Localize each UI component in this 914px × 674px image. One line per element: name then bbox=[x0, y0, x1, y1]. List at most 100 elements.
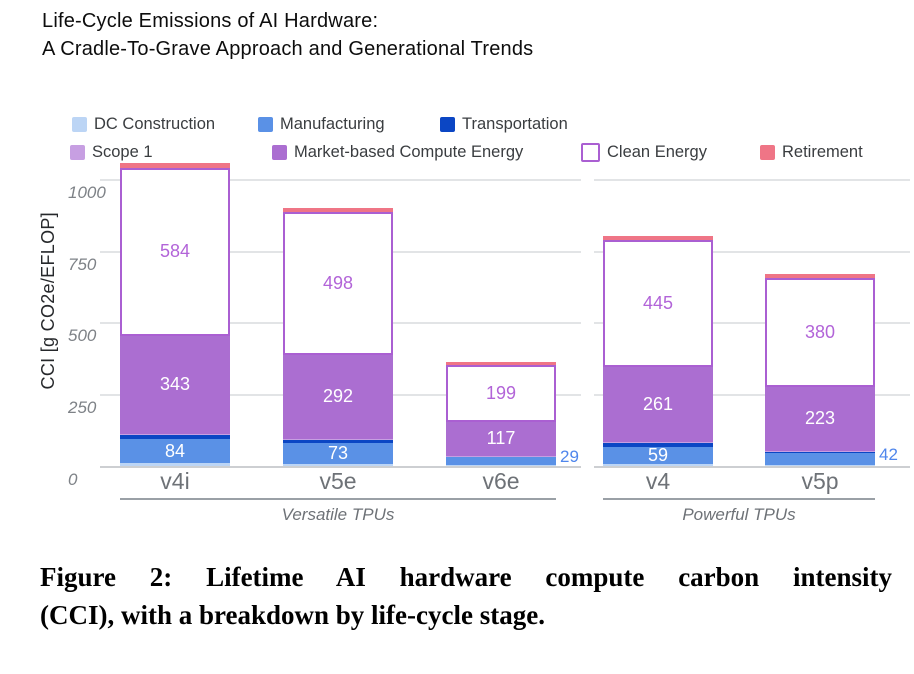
paper-title: Life-Cycle Emissions of AI Hardware: A C… bbox=[42, 7, 533, 63]
bar-v5e-segment-clean-energy bbox=[283, 211, 393, 355]
x-category-label-v6e: v6e bbox=[482, 468, 520, 494]
bar-v4-segment-scope-1 bbox=[603, 442, 713, 443]
x-axis-baseline-panel1 bbox=[100, 466, 581, 468]
gridline-1000 bbox=[594, 178, 910, 181]
bar-v4i-segment-dc-construction bbox=[120, 463, 230, 466]
gridline-250 bbox=[594, 394, 910, 397]
legend-swatch-transportation bbox=[440, 117, 455, 132]
segment-value-label: 584 bbox=[159, 241, 191, 262]
legend-item-manufacturing: Manufacturing bbox=[258, 115, 385, 134]
bar-v4i-segment-retirement bbox=[120, 163, 230, 168]
y-tick-label-750: 750 bbox=[68, 254, 97, 274]
bar-v4-segment-market-based-compute-energy bbox=[603, 367, 713, 443]
legend-swatch-market-based-compute-energy bbox=[272, 145, 287, 160]
legend-swatch-scope-1 bbox=[70, 145, 85, 160]
y-axis-title: CCI [g CO2e/EFLOP] bbox=[38, 212, 58, 390]
bar-v5p-segment-scope-1 bbox=[765, 450, 875, 452]
segment-value-label-outside: 42 bbox=[879, 444, 898, 464]
bar-v4i-segment-transportation bbox=[120, 434, 230, 439]
bar-v5e-segment-manufacturing bbox=[283, 442, 393, 464]
legend-swatch-retirement bbox=[760, 145, 775, 160]
bar-v5e-segment-retirement bbox=[283, 207, 393, 212]
segment-value-label: 59 bbox=[647, 444, 669, 465]
segment-value-label: 498 bbox=[322, 272, 354, 293]
bar-v5p-segment-retirement bbox=[765, 274, 875, 278]
legend-swatch-dc-construction bbox=[72, 117, 87, 132]
legend-item-clean-energy: Clean Energy bbox=[581, 143, 707, 162]
bar-v4i-segment-market-based-compute-energy bbox=[120, 335, 230, 435]
segment-value-label: 199 bbox=[485, 382, 517, 403]
y-tick-label-500: 500 bbox=[68, 326, 97, 346]
bar-v4i-segment-manufacturing bbox=[120, 439, 230, 464]
bar-v6e-segment-transportation bbox=[446, 455, 556, 457]
segment-value-label-outside: 29 bbox=[560, 446, 579, 466]
bar-v4-segment-clean-energy bbox=[603, 239, 713, 368]
segment-value-label: 343 bbox=[159, 374, 191, 395]
figure-caption-line1: Figure 2: Lifetime AI hardware compute c… bbox=[40, 562, 892, 592]
bar-v5p-segment-manufacturing bbox=[765, 452, 875, 465]
figure-caption: Figure 2: Lifetime AI hardware compute c… bbox=[40, 558, 892, 635]
legend-label-transportation: Transportation bbox=[462, 115, 568, 133]
y-tick-label-0: 0 bbox=[68, 470, 78, 489]
bar-v4-segment-manufacturing bbox=[603, 446, 713, 464]
bar-v4-segment-transportation bbox=[603, 443, 713, 447]
paper-title-line2: A Cradle-To-Grave Approach and Generatio… bbox=[42, 38, 534, 60]
legend-label-scope-1: Scope 1 bbox=[92, 143, 153, 161]
legend-item-scope-1: Scope 1 bbox=[70, 143, 153, 162]
bar-v4-segment-retirement bbox=[603, 235, 713, 240]
legend-swatch-clean-energy bbox=[581, 143, 600, 162]
segment-value-label: 73 bbox=[327, 442, 349, 463]
legend-label-clean-energy: Clean Energy bbox=[607, 143, 707, 161]
figure-caption-line2: (CCI), with a breakdown by life-cycle st… bbox=[40, 600, 545, 631]
legend-item-dc-construction: DC Construction bbox=[72, 115, 215, 134]
bar-v5e-segment-dc-construction bbox=[283, 463, 393, 466]
bar-v5p-segment-market-based-compute-energy bbox=[765, 386, 875, 451]
x-category-label-v4i: v4i bbox=[160, 468, 190, 494]
bar-v4i-segment-scope-1 bbox=[120, 434, 230, 435]
y-tick-label-1000: 1000 bbox=[68, 182, 106, 202]
x-category-label-v4: v4 bbox=[645, 468, 671, 494]
bar-v6e-segment-dc-construction bbox=[446, 465, 556, 466]
group-label-powerful-tpus: Powerful TPUs bbox=[682, 505, 796, 524]
group-axis-line-versatile-tpus bbox=[120, 498, 556, 500]
segment-value-label: 292 bbox=[322, 386, 354, 407]
group-axis-line-powerful-tpus bbox=[603, 498, 875, 500]
y-tick-label-250: 250 bbox=[68, 398, 97, 418]
segment-value-label: 117 bbox=[486, 428, 516, 449]
bar-v5e-segment-transportation bbox=[283, 439, 393, 443]
bar-v5p-segment-clean-energy bbox=[765, 277, 875, 387]
paper-title-line1: Life-Cycle Emissions of AI Hardware: bbox=[42, 10, 379, 32]
bar-v5e-segment-market-based-compute-energy bbox=[283, 354, 393, 439]
bar-v6e-segment-retirement bbox=[446, 362, 556, 365]
bar-v4-segment-dc-construction bbox=[603, 463, 713, 466]
segment-value-label: 223 bbox=[804, 408, 836, 429]
legend-swatch-manufacturing bbox=[258, 117, 273, 132]
legend-label-manufacturing: Manufacturing bbox=[280, 115, 385, 133]
bar-v6e-segment-market-based-compute-energy bbox=[446, 422, 556, 456]
gridline-500 bbox=[594, 322, 910, 325]
x-axis-baseline-panel2 bbox=[594, 466, 910, 468]
gridline-1000 bbox=[100, 178, 581, 181]
legend-item-market-based-compute-energy: Market-based Compute Energy bbox=[272, 143, 523, 162]
segment-value-label: 84 bbox=[164, 440, 186, 461]
segment-value-label: 380 bbox=[804, 321, 836, 342]
x-category-label-v5e: v5e bbox=[319, 468, 357, 494]
gridline-750 bbox=[594, 250, 910, 253]
bar-v5p-segment-dc-construction bbox=[765, 464, 875, 466]
bar-v6e-segment-clean-energy bbox=[446, 364, 556, 423]
legend-item-retirement: Retirement bbox=[760, 143, 863, 162]
x-category-label-v5p: v5p bbox=[801, 468, 839, 494]
bar-v5e-segment-scope-1 bbox=[283, 438, 393, 440]
group-label-versatile-tpus: Versatile TPUs bbox=[281, 505, 395, 524]
legend-item-transportation: Transportation bbox=[440, 115, 568, 134]
bar-v5p-segment-transportation bbox=[765, 451, 875, 453]
bar-v6e-segment-manufacturing bbox=[446, 456, 556, 466]
bar-v4i-segment-clean-energy bbox=[120, 167, 230, 336]
segment-value-label: 261 bbox=[642, 394, 674, 415]
legend-label-dc-construction: DC Construction bbox=[94, 115, 216, 133]
segment-value-label: 445 bbox=[642, 293, 674, 314]
legend-label-market-based-compute-energy: Market-based Compute Energy bbox=[294, 143, 524, 161]
legend-label-retirement: Retirement bbox=[782, 143, 863, 161]
cci-stacked-bar-chart: DC Construction Manufacturing Transportati… bbox=[0, 100, 914, 540]
